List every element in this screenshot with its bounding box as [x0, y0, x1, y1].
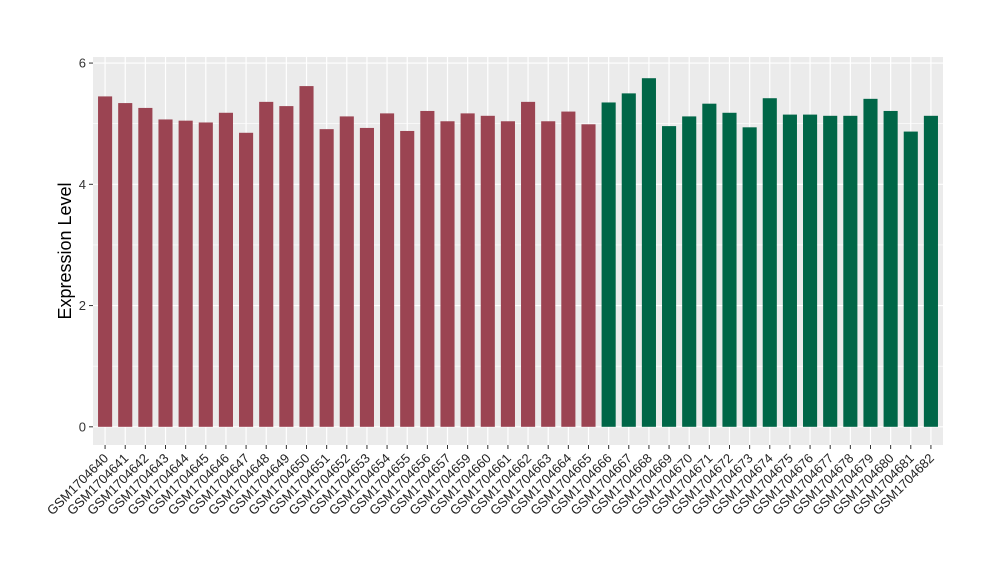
bar: [339, 116, 354, 427]
bars: [98, 78, 938, 427]
bar: [400, 130, 415, 427]
bar: [259, 101, 274, 427]
bar: [319, 129, 334, 427]
bar: [279, 106, 294, 427]
bar: [480, 115, 495, 427]
bar: [198, 122, 213, 427]
bar: [460, 113, 475, 427]
bar: [621, 93, 636, 427]
bar: [440, 121, 455, 427]
bar: [782, 114, 797, 427]
bar: [359, 127, 374, 427]
bar: [299, 86, 314, 427]
bar: [843, 115, 858, 427]
bar: [158, 119, 173, 427]
y-tick-label: 4: [79, 177, 86, 192]
bar: [118, 103, 133, 427]
bar: [521, 101, 536, 427]
bar: [803, 114, 818, 427]
y-axis-title: Expression Level: [55, 182, 75, 319]
bar: [682, 116, 697, 427]
bar: [903, 131, 918, 427]
plot-panel: [93, 57, 943, 445]
bar: [218, 112, 233, 427]
bar: [178, 120, 193, 427]
bar: [702, 103, 717, 427]
bar: [823, 115, 838, 427]
bar: [923, 115, 938, 427]
y-tick-label: 0: [79, 419, 86, 434]
y-tick-label: 6: [79, 56, 86, 71]
bar: [420, 110, 435, 427]
bar: [239, 132, 254, 427]
bar: [742, 127, 757, 427]
bar: [380, 113, 395, 427]
bar: [722, 112, 737, 427]
bar: [662, 126, 677, 427]
bar: [138, 107, 153, 427]
bar: [98, 96, 113, 427]
bar: [883, 110, 898, 427]
bar: [641, 78, 656, 427]
bar: [581, 124, 596, 427]
bar: [541, 121, 556, 427]
bar: [601, 102, 616, 427]
bar: [762, 98, 777, 427]
bar: [561, 111, 576, 427]
y-tick-label: 2: [79, 298, 86, 313]
bar: [500, 121, 515, 427]
bar: [863, 98, 878, 427]
axes: 0246GSM1704640GSM1704641GSM1704642GSM170…: [44, 56, 937, 518]
